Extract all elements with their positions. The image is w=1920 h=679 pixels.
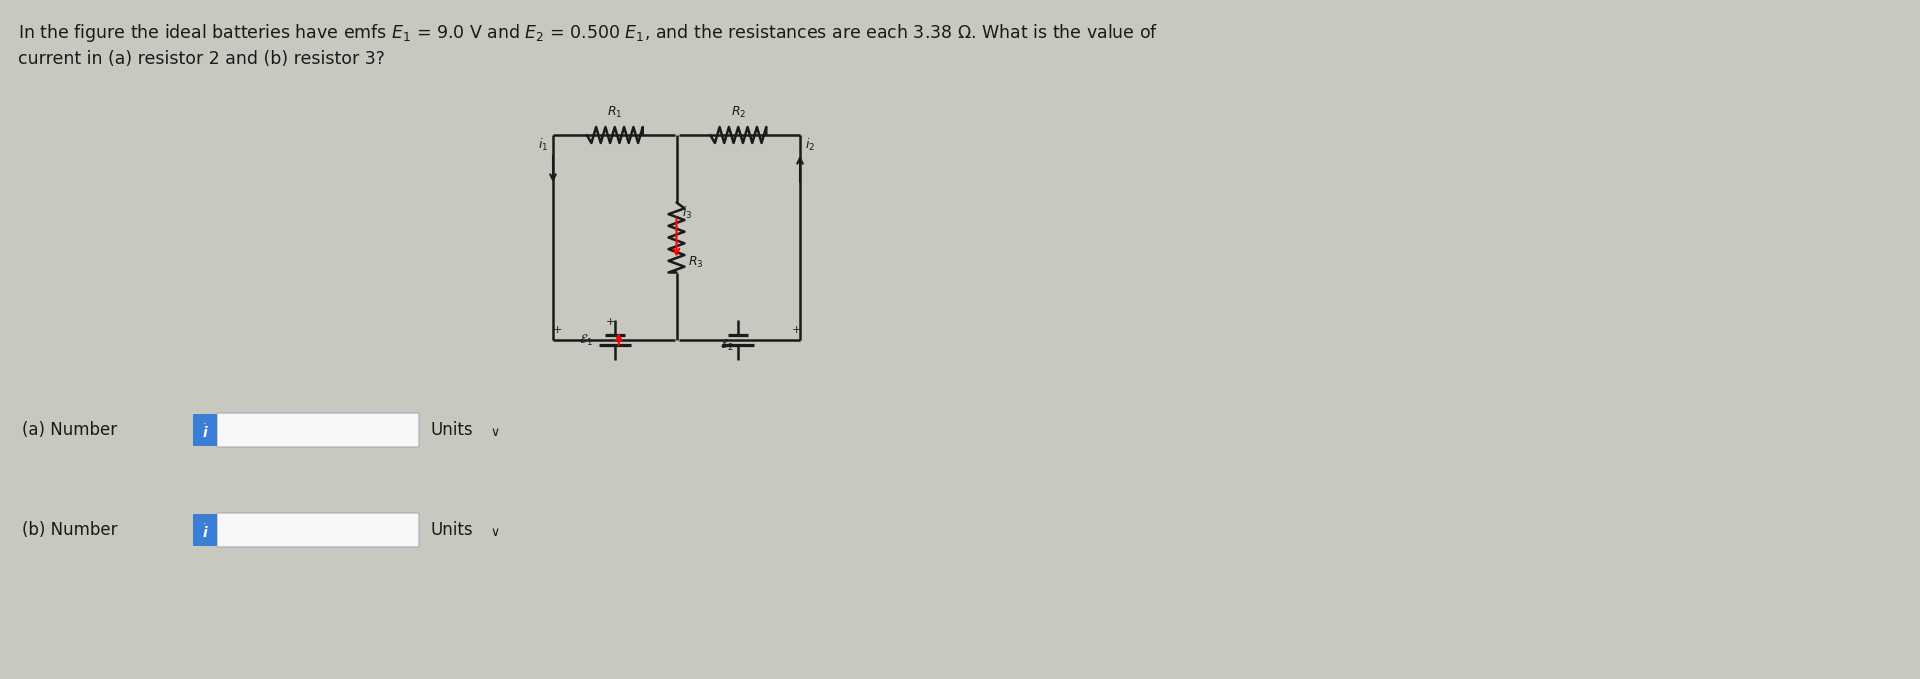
Text: $R_3$: $R_3$	[689, 255, 705, 270]
Text: .: .	[204, 516, 207, 526]
FancyBboxPatch shape	[194, 414, 217, 446]
Text: +: +	[553, 325, 563, 335]
Text: Units: Units	[430, 521, 472, 539]
Text: ∨: ∨	[490, 526, 499, 540]
Text: $i_3$: $i_3$	[682, 204, 691, 221]
Text: current in (a) resistor 2 and (b) resistor 3?: current in (a) resistor 2 and (b) resist…	[17, 50, 384, 68]
Text: $i_1$: $i_1$	[538, 137, 547, 153]
Text: i: i	[204, 426, 207, 440]
Text: +: +	[791, 325, 801, 335]
Text: +: +	[607, 317, 616, 327]
Text: $\mathcal{E}_2$: $\mathcal{E}_2$	[720, 337, 733, 352]
Text: (a) Number: (a) Number	[21, 421, 117, 439]
FancyBboxPatch shape	[217, 513, 419, 547]
FancyBboxPatch shape	[194, 514, 217, 546]
Text: Units: Units	[430, 421, 472, 439]
Text: .: .	[204, 416, 207, 426]
Text: $R_2$: $R_2$	[732, 105, 745, 120]
Text: $R_1$: $R_1$	[607, 105, 622, 120]
Text: $\mathcal{E}_1$: $\mathcal{E}_1$	[580, 333, 593, 348]
Text: $i_2$: $i_2$	[804, 137, 816, 153]
Text: ∨: ∨	[490, 426, 499, 439]
FancyBboxPatch shape	[217, 413, 419, 447]
Text: In the figure the ideal batteries have emfs $E_1$ = 9.0 V and $E_2$ = 0.500 $E_1: In the figure the ideal batteries have e…	[17, 22, 1158, 44]
Text: i: i	[204, 526, 207, 540]
Text: (b) Number: (b) Number	[21, 521, 117, 539]
